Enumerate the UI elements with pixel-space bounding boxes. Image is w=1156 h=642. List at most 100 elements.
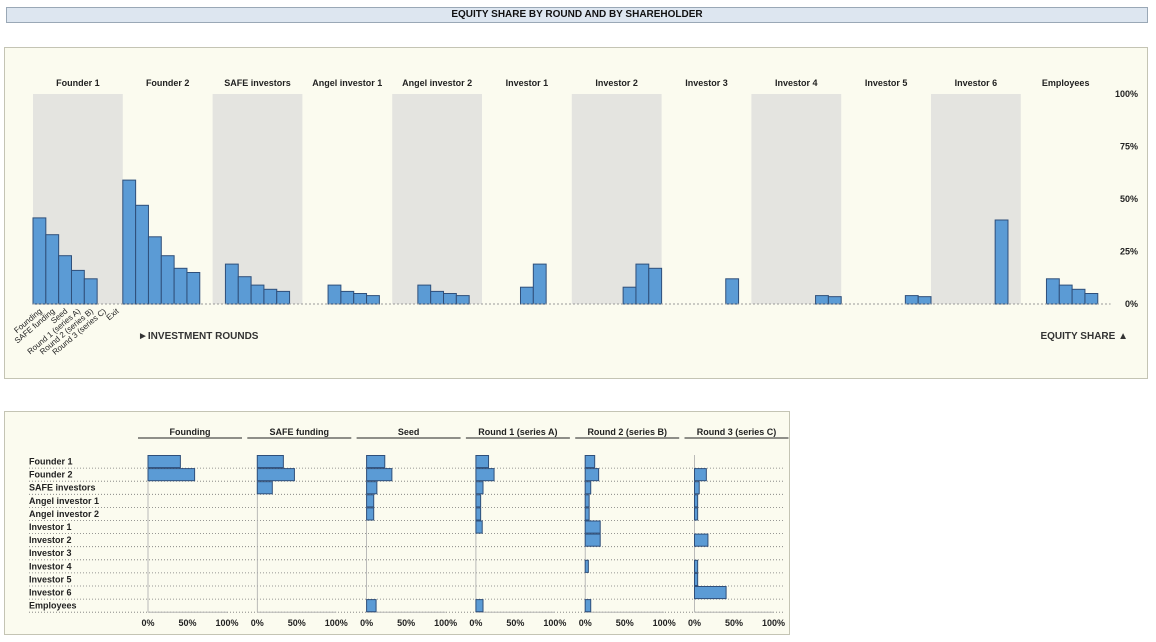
- hbar-seed-employees: [366, 599, 377, 613]
- hbar-round-3-series-c-investor-5: [694, 572, 699, 586]
- y-tick-label: 0%: [1125, 299, 1138, 309]
- shareholder-by-round-panel: Founder 1 Founder 2 SAFE investors Angel in…: [4, 411, 790, 635]
- hbar-round-3-series-c-investor-6: [694, 586, 727, 600]
- bar-founder-2-safe-funding: [135, 204, 149, 305]
- group-label-investor-5: Investor 5: [865, 78, 908, 88]
- hbar-round-3-series-c-investor-4: [694, 559, 699, 573]
- bar-angel-investor-1-round-3-series-c: [366, 295, 380, 305]
- hbar-seed-founder-2: [366, 468, 393, 482]
- hbar-round-2-series-b-founder-2: [584, 468, 600, 482]
- bar-investor-2-round-2-series-b: [622, 286, 637, 305]
- group-label-investor-3: Investor 3: [685, 78, 728, 88]
- vertical-bar-chart: Founder 1 Founder 2 SAFE investors Angel in…: [12, 78, 1138, 357]
- hbar-round-1-series-a-investor-1: [475, 520, 483, 534]
- hbar-round-2-series-b-angel-investor-2: [584, 507, 590, 521]
- group-label-investor-1: Investor 1: [506, 78, 549, 88]
- horizontal-bar-chart: Founder 1 Founder 2 SAFE investors Angel in…: [29, 427, 789, 628]
- row-label-investor-3: Investor 3: [29, 548, 72, 558]
- row-label-safe-investors: SAFE investors: [29, 483, 96, 493]
- bar-investor-3-round-3-series-c: [725, 278, 740, 305]
- x-tick-label: 0%: [579, 618, 592, 628]
- hbar-founding-founder-2: [147, 468, 196, 482]
- x-tick-label: 0%: [141, 618, 154, 628]
- hbar-seed-founder-1: [366, 455, 386, 469]
- bar-founder-2-seed: [147, 236, 162, 305]
- hbar-round-2-series-b-founder-1: [584, 455, 596, 469]
- x-tick-label: 50%: [616, 618, 634, 628]
- hbar-round-2-series-b-investor-1: [584, 520, 601, 534]
- bar-founder-2-round-2-series-b: [173, 267, 188, 305]
- bar-employees-round-1-series-a: [1058, 284, 1073, 305]
- x-tick-label: 100%: [543, 618, 566, 628]
- bar-investor-1-round-2-series-b: [532, 263, 547, 305]
- row-label-investor-5: Investor 5: [29, 574, 72, 584]
- bar-angel-investor-1-round-1-series-a: [340, 290, 355, 305]
- panel-title-safe-funding: SAFE funding: [270, 427, 330, 437]
- bar-safe-investors-seed: [237, 276, 252, 305]
- hbar-round-3-series-c-angel-investor-2: [694, 507, 699, 521]
- hbar-round-1-series-a-founder-1: [475, 455, 490, 469]
- hbar-round-1-series-a-angel-investor-2: [475, 507, 482, 521]
- bar-investor-2-exit: [648, 267, 663, 305]
- round-by-shareholder-panel: Founder 1 Founder 2 SAFE investors Angel in…: [4, 47, 1148, 379]
- hbar-round-2-series-b-employees: [584, 599, 592, 613]
- x-tick-label: 50%: [725, 618, 743, 628]
- bar-safe-investors-round-3-series-c: [276, 290, 291, 305]
- bar-employees-round-2-series-b: [1071, 288, 1086, 305]
- x-tick-label: 100%: [215, 618, 238, 628]
- bar-founder-1-round-1-series-a: [70, 269, 85, 305]
- bar-founder-1-founding: [32, 217, 47, 305]
- bar-founder-1-seed: [58, 255, 72, 305]
- hbar-seed-angel-investor-1: [366, 494, 375, 508]
- bar-founder-2-founding: [122, 179, 137, 305]
- bar-founder-2-round-3-series-c: [186, 272, 201, 305]
- hbar-round-3-series-c-founder-2: [694, 468, 707, 482]
- hbar-seed-angel-investor-2: [366, 507, 375, 521]
- bar-founder-2-round-1-series-a: [160, 255, 175, 305]
- bar-employees-round-3-series-c: [1084, 293, 1099, 305]
- row-label-angel-investor-2: Angel investor 2: [29, 509, 99, 519]
- hbar-round-1-series-a-founder-2: [475, 468, 495, 482]
- bar-angel-investor-2-seed: [417, 284, 432, 305]
- hbar-round-3-series-c-safe-investors: [694, 481, 700, 495]
- bar-investor-4-round-3-series-c: [815, 295, 829, 305]
- x-tick-label: 100%: [762, 618, 785, 628]
- group-label-employees: Employees: [1042, 78, 1090, 88]
- bar-angel-investor-1-round-2-series-b: [353, 293, 368, 305]
- x-tick-label: 0%: [360, 618, 373, 628]
- row-label-angel-investor-1: Angel investor 1: [29, 496, 99, 506]
- row-label-founder-2: Founder 2: [29, 470, 73, 480]
- x-tick-label: 0%: [469, 618, 482, 628]
- hbar-round-3-series-c-angel-investor-1: [694, 494, 699, 508]
- bar-investor-5-exit: [917, 296, 932, 305]
- x-tick-label: 100%: [653, 618, 676, 628]
- row-label-investor-1: Investor 1: [29, 522, 72, 532]
- band-angel-investor-2: [392, 94, 482, 304]
- bar-safe-investors-round-1-series-a: [250, 284, 265, 305]
- x-tick-label: 100%: [434, 618, 457, 628]
- panel-title-round-3-series-c: Round 3 (series C): [697, 427, 777, 437]
- bar-investor-2-round-3-series-c: [635, 263, 650, 305]
- y-tick-label: 50%: [1120, 194, 1138, 204]
- x-tick-label: 50%: [178, 618, 196, 628]
- group-label-angel-investor-1: Angel investor 1: [312, 78, 382, 88]
- row-label-founder-1: Founder 1: [29, 457, 73, 467]
- x-tick-label: 100%: [325, 618, 348, 628]
- group-label-investor-4: Investor 4: [775, 78, 818, 88]
- panel-title-round-2-series-b: Round 2 (series B): [587, 427, 667, 437]
- bar-employees-seed: [1045, 278, 1060, 305]
- x-tick-label: 50%: [506, 618, 524, 628]
- group-label-angel-investor-2: Angel investor 2: [402, 78, 472, 88]
- hbar-round-2-series-b-investor-4: [584, 559, 589, 573]
- x-tick-label: 50%: [397, 618, 415, 628]
- bar-investor-4-exit: [827, 296, 842, 305]
- bar-angel-investor-2-round-2-series-b: [443, 293, 457, 305]
- panel-title-founding: Founding: [170, 427, 211, 437]
- hbar-round-1-series-a-angel-investor-1: [475, 494, 482, 508]
- panel-title-round-1-series-a: Round 1 (series A): [478, 427, 557, 437]
- x-tick-label: 50%: [288, 618, 306, 628]
- hbar-round-1-series-a-employees: [475, 599, 484, 613]
- hbar-round-1-series-a-safe-investors: [475, 481, 484, 495]
- investment-rounds-label: ►INVESTMENT ROUNDS: [138, 331, 259, 342]
- y-tick-label: 25%: [1120, 247, 1138, 257]
